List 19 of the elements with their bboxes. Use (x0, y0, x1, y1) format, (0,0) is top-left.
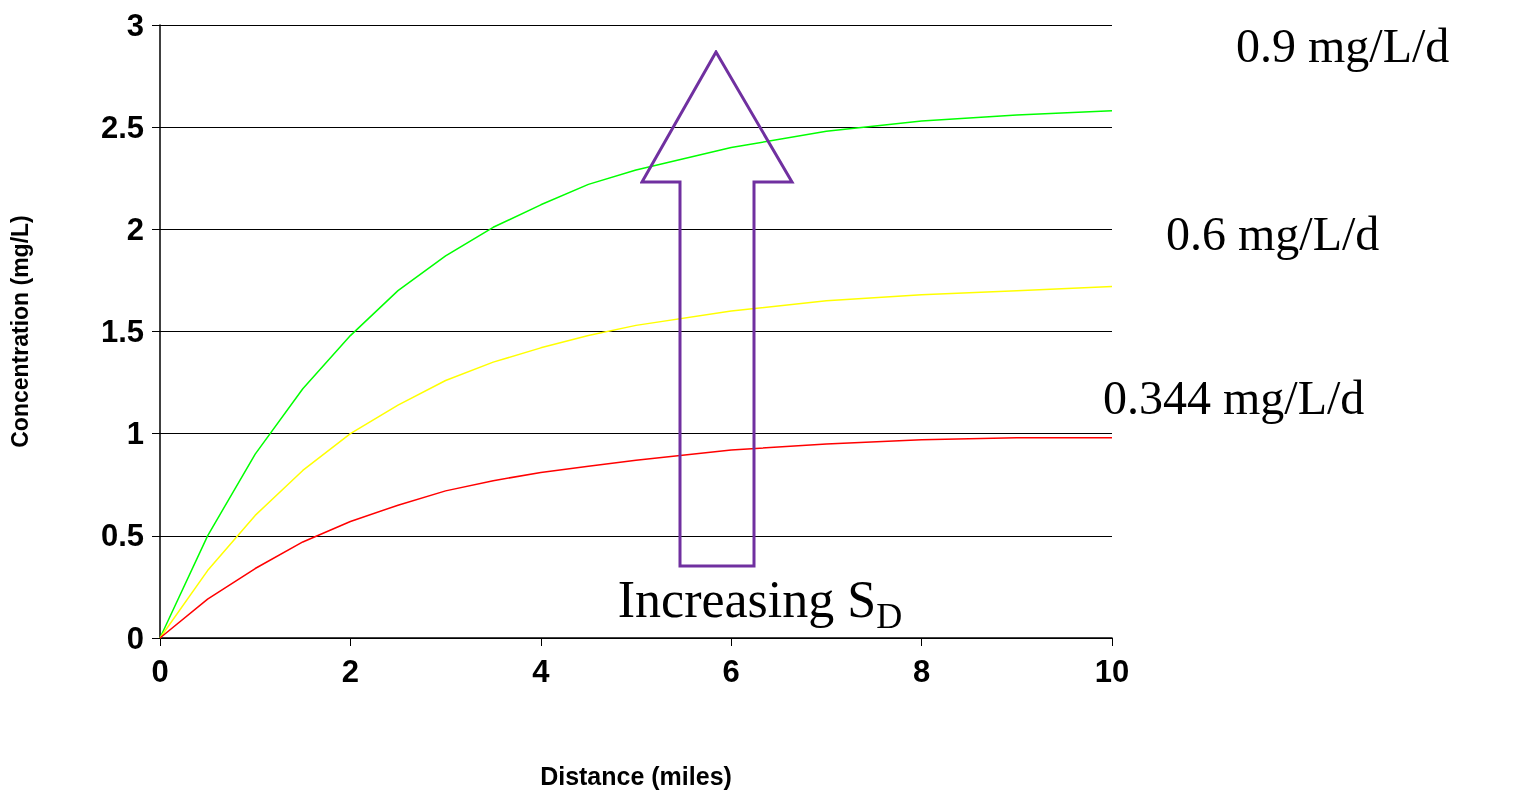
x-tick-label: 4 (532, 654, 551, 689)
x-tick-label: 0 (151, 654, 169, 689)
y-axis-title: Concentration (mg/L) (6, 215, 33, 448)
series-label: 0.344 mg/L/d (1103, 371, 1365, 425)
text: 0.9 mg/L/d (1236, 19, 1450, 73)
series-label: 0.6 mg/L/d (1166, 207, 1380, 261)
x-tick-label: 6 (722, 654, 740, 689)
y-tick-label: 0.5 (100, 518, 144, 554)
y-tick-label: 1.5 (100, 314, 144, 349)
y-tick-label: 2.5 (100, 109, 144, 145)
y-tick-label: 1 (126, 416, 144, 452)
annotation: Increasing S$_{D}$ (616, 570, 904, 638)
x-tick-label: 2 (341, 654, 360, 689)
x-tick-label: 10 (1094, 654, 1130, 689)
y-tick-label: 0 (126, 620, 144, 656)
x-tick-label: 8 (912, 654, 931, 689)
y-tick-label: 2 (126, 211, 144, 247)
y-tick-label: 3 (126, 7, 144, 43)
x-axis-title: Distance (miles) (540, 761, 732, 790)
